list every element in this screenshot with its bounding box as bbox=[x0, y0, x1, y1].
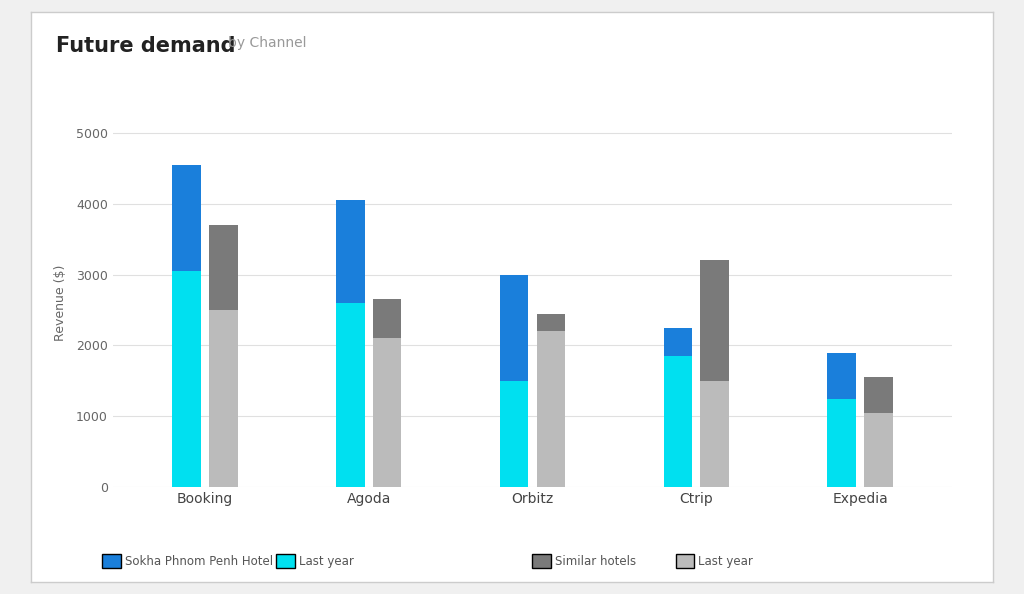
Bar bbox=[700, 260, 729, 487]
Bar bbox=[537, 314, 565, 487]
Bar bbox=[209, 310, 238, 487]
Bar bbox=[864, 413, 893, 487]
Bar bbox=[664, 328, 692, 487]
Bar bbox=[827, 399, 856, 487]
Text: Last year: Last year bbox=[299, 555, 354, 568]
Bar bbox=[827, 352, 856, 487]
Text: Similar hotels: Similar hotels bbox=[555, 555, 636, 568]
Text: Future demand: Future demand bbox=[56, 36, 236, 56]
Bar bbox=[700, 381, 729, 487]
Bar bbox=[373, 299, 401, 487]
Y-axis label: Revenue ($): Revenue ($) bbox=[54, 265, 68, 341]
Text: Sokha Phnom Penh Hotel: Sokha Phnom Penh Hotel bbox=[125, 555, 273, 568]
Bar bbox=[373, 339, 401, 487]
Text: by Channel: by Channel bbox=[228, 36, 307, 50]
Bar bbox=[172, 271, 201, 487]
Bar bbox=[664, 356, 692, 487]
Bar bbox=[172, 165, 201, 487]
Text: Last year: Last year bbox=[698, 555, 754, 568]
Bar bbox=[336, 200, 365, 487]
Bar bbox=[336, 303, 365, 487]
Bar bbox=[500, 381, 528, 487]
Bar bbox=[864, 377, 893, 487]
Bar bbox=[537, 331, 565, 487]
Bar bbox=[500, 274, 528, 487]
Bar bbox=[209, 225, 238, 487]
